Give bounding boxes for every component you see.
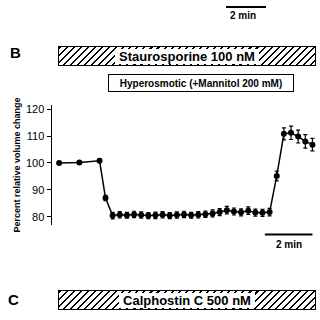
svg-text:90: 90 [32,184,44,196]
html-text:2 min: 2 min [230,10,257,21]
svg-text:80: 80 [32,211,44,223]
html-text:B: B [10,44,21,61]
svg-text:2 min: 2 min [276,239,302,250]
html-text:C: C [8,291,19,308]
html-text:Staurosporine 100 nM: Staurosporine 100 nM [119,48,255,64]
html-text:Calphostin C 500 nM: Calphostin C 500 nM [123,292,251,308]
svg-text:110: 110 [27,130,45,142]
html-text:Hyperosmotic (+Mannitol 200 mM: Hyperosmotic (+Mannitol 200 mM) [119,77,283,89]
svg-text:100: 100 [26,157,44,169]
svg-text:Percent relative volume change: Percent relative volume change [12,97,22,232]
svg-text:120: 120 [26,103,44,115]
